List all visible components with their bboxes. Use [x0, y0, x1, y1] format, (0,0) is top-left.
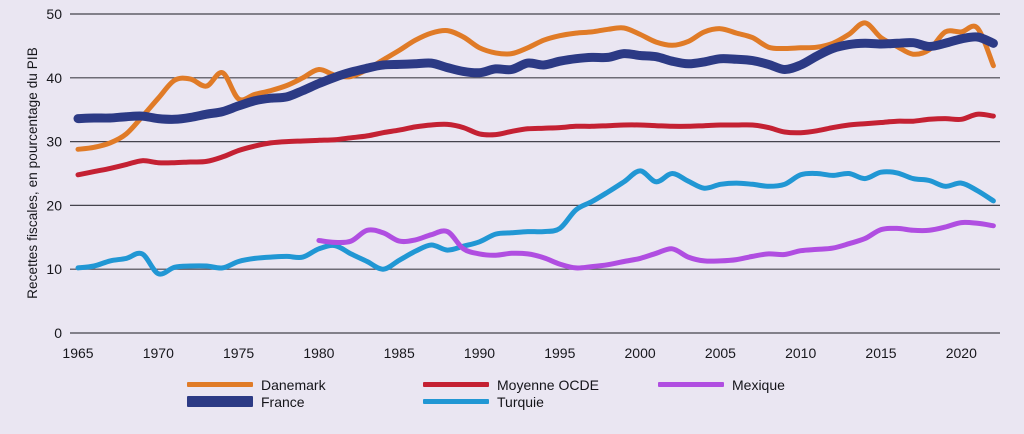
y-tick-label-10: 10	[46, 261, 62, 277]
legend-swatch-mexique	[658, 382, 724, 387]
legend-label-danemark: Danemark	[261, 376, 326, 393]
x-tick-label-1985: 1985	[384, 345, 415, 361]
legend-column-1: Danemark France	[187, 376, 326, 410]
series-line-france	[73, 32, 998, 124]
legend-item-mexique: Mexique	[658, 376, 785, 393]
legend-label-turquie: Turquie	[497, 393, 544, 410]
series-line-turquie	[75, 168, 996, 277]
legend-swatch-turquie	[423, 399, 489, 404]
y-tick-label-0: 0	[54, 325, 62, 341]
x-tick-label-1990: 1990	[464, 345, 495, 361]
x-tick-label-1965: 1965	[62, 345, 93, 361]
legend-swatch-moyenne-ocde	[423, 382, 489, 387]
y-tick-label-20: 20	[46, 197, 62, 213]
y-tick-label-40: 40	[46, 70, 62, 86]
x-tick-label-1995: 1995	[544, 345, 575, 361]
x-tick-label-2020: 2020	[946, 345, 977, 361]
x-tick-label-2000: 2000	[625, 345, 656, 361]
x-tick-label-1980: 1980	[303, 345, 334, 361]
y-tick-label-30: 30	[46, 134, 62, 150]
legend-item-france: France	[187, 393, 326, 410]
legend-label-france: France	[261, 393, 305, 410]
x-tick-label-1970: 1970	[143, 345, 174, 361]
x-tick-label-2005: 2005	[705, 345, 736, 361]
x-tick-label-1975: 1975	[223, 345, 254, 361]
chart-legend: Danemark France Moyenne OCDE Turquie Mexique	[0, 376, 1024, 416]
series-line-danemark	[75, 20, 996, 152]
legend-column-2: Moyenne OCDE Turquie	[423, 376, 599, 410]
legend-swatch-danemark	[187, 382, 253, 387]
series-line-moyenne-ocde	[75, 111, 996, 178]
legend-label-mexique: Mexique	[732, 376, 785, 393]
legend-item-moyenne-ocde: Moyenne OCDE	[423, 376, 599, 393]
legend-column-3: Mexique	[658, 376, 785, 393]
legend-swatch-france	[187, 396, 253, 407]
series-line-mexique	[316, 219, 996, 271]
legend-item-turquie: Turquie	[423, 393, 599, 410]
legend-label-moyenne-ocde: Moyenne OCDE	[497, 376, 599, 393]
legend-item-danemark: Danemark	[187, 376, 326, 393]
y-tick-label-50: 50	[46, 6, 62, 22]
x-tick-label-2010: 2010	[785, 345, 816, 361]
x-tick-label-2015: 2015	[865, 345, 896, 361]
